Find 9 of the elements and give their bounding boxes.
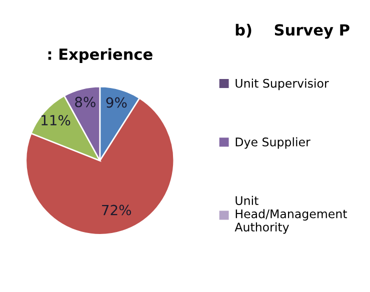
category-label: Unit Supervisior [236,78,329,90]
data-label: 9% [106,97,127,108]
text: b) Survey P [236,24,350,39]
category-label: Dye Supplier [236,137,310,149]
data-label: 72% [102,204,132,216]
data-label: 8% [75,96,96,108]
data-label: 11% [42,114,70,126]
category-label: Unit Head/Management Authority [234,196,347,234]
chart-title: : Experience [48,48,152,63]
